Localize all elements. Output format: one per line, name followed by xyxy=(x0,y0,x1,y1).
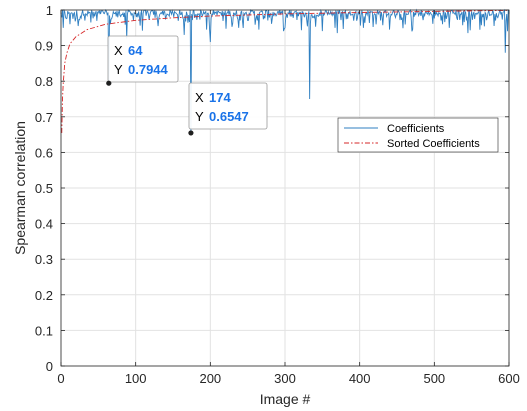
y-tick-label-10: 1 xyxy=(46,3,53,18)
series-line-coefficients xyxy=(61,8,510,133)
x-tick-label-1: 100 xyxy=(125,371,147,386)
axes xyxy=(60,9,510,367)
y-tick-label-4: 0.4 xyxy=(35,217,53,232)
legend-label-coefficients: Coefficients xyxy=(387,123,445,135)
datatip-y-value-0: 0.7944 xyxy=(128,62,169,77)
y-tick-label-3: 0.3 xyxy=(35,252,53,267)
y-tick-label-5: 0.5 xyxy=(35,181,53,196)
y-tick-label-1: 0.1 xyxy=(35,323,53,338)
x-tick-label-6: 600 xyxy=(498,371,520,386)
legend-label-sorted-coefficients: Sorted Coefficients xyxy=(387,138,480,150)
x-tick-label-0: 0 xyxy=(57,371,64,386)
datatip-0: X 64 Y 0.7944 xyxy=(106,35,179,86)
x-tick-label-3: 300 xyxy=(274,371,296,386)
tick-labels: 0 100 200 300 400 500 600 0 0.1 0.2 0.3 0.4 0.5 0.6 0.… xyxy=(35,3,520,386)
datatip-box-0 xyxy=(107,35,179,83)
series-line-sorted-coefficients xyxy=(61,9,510,133)
y-tick-label-2: 0.2 xyxy=(35,288,53,303)
x-tick-label-5: 500 xyxy=(423,371,445,386)
datatip-y-key-1: Y xyxy=(195,109,204,124)
y-tick-label-0: 0 xyxy=(46,359,53,374)
datatips: X 64 Y 0.7944 X 174 Y 0.6547 xyxy=(106,35,268,136)
y-tick-label-8: 0.8 xyxy=(35,74,53,89)
legend[interactable]: Coefficients Sorted Coefficients xyxy=(337,117,499,153)
datatip-marker-1 xyxy=(188,130,194,136)
x-axis-label: Image # xyxy=(260,391,311,407)
series-layer xyxy=(61,8,510,133)
datatip-x-key-0: X xyxy=(114,43,123,58)
y-axis-label: Spearman correlation xyxy=(12,121,28,255)
y-tick-label-7: 0.7 xyxy=(35,110,53,125)
datatip-y-value-1: 0.6547 xyxy=(209,109,249,124)
datatip-x-value-1: 174 xyxy=(209,90,231,105)
datatip-x-value-0: 64 xyxy=(128,43,143,58)
x-tick-label-4: 400 xyxy=(349,371,371,386)
x-tick-label-2: 200 xyxy=(199,371,221,386)
datatip-1: X 174 Y 0.6547 xyxy=(188,82,268,136)
y-tick-label-6: 0.6 xyxy=(35,145,53,160)
datatip-x-key-1: X xyxy=(195,90,204,105)
y-tick-label-9: 0.9 xyxy=(35,39,53,54)
datatip-marker-0 xyxy=(106,80,112,86)
legend-box xyxy=(337,117,499,153)
datatip-box-1 xyxy=(188,82,268,130)
datatip-y-key-0: Y xyxy=(114,62,123,77)
